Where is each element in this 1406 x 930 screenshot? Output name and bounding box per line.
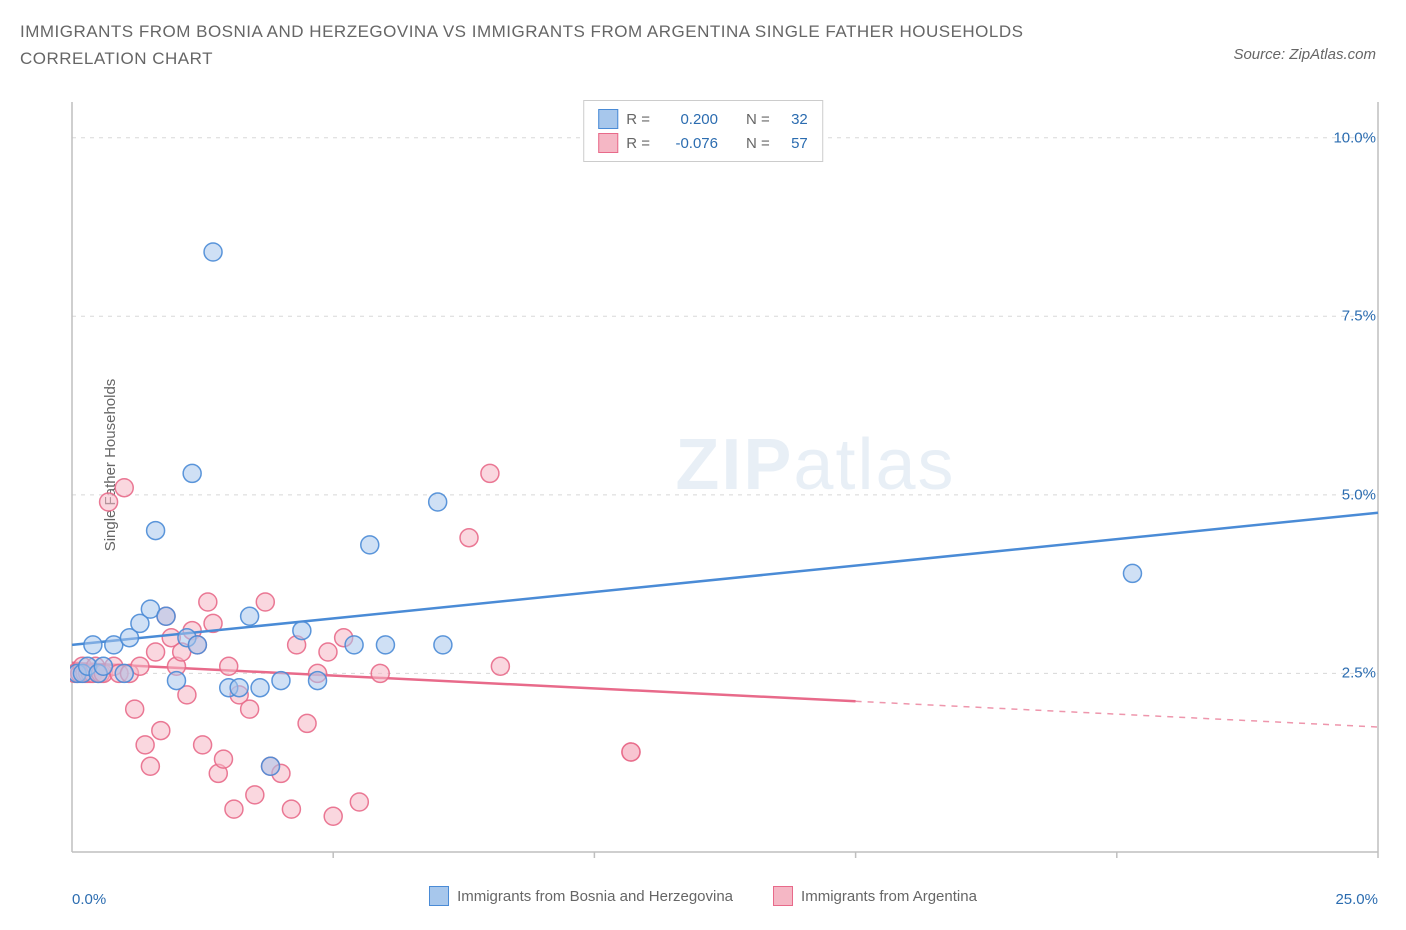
r-label: R = [626,135,650,152]
source-citation: Source: ZipAtlas.com [1233,46,1376,63]
series-legend: Immigrants from Bosnia and Herzegovina I… [0,886,1406,906]
chart-container: IMMIGRANTS FROM BOSNIA AND HERZEGOVINA V… [0,0,1406,930]
swatch-argentina [773,886,793,906]
r-value-bosnia: 0.200 [658,111,718,128]
y-tick-label: 10.0% [1333,129,1376,146]
swatch-bosnia [598,109,618,129]
y-tick-label: 5.0% [1342,486,1376,503]
stats-row-argentina: R = -0.076 N = 57 [598,131,808,155]
scatter-plot [70,100,1380,860]
n-label: N = [746,135,770,152]
y-tick-label: 2.5% [1342,665,1376,682]
stats-row-bosnia: R = 0.200 N = 32 [598,107,808,131]
stats-legend: R = 0.200 N = 32 R = -0.076 N = 57 [583,100,823,162]
n-value-argentina: 57 [778,135,808,152]
chart-title: IMMIGRANTS FROM BOSNIA AND HERZEGOVINA V… [20,18,1146,72]
swatch-bosnia [429,886,449,906]
series-name-bosnia: Immigrants from Bosnia and Herzegovina [457,888,733,905]
series-name-argentina: Immigrants from Argentina [801,888,977,905]
n-label: N = [746,111,770,128]
y-tick-label: 7.5% [1342,308,1376,325]
legend-item-argentina: Immigrants from Argentina [773,886,977,906]
legend-item-bosnia: Immigrants from Bosnia and Herzegovina [429,886,733,906]
r-value-argentina: -0.076 [658,135,718,152]
n-value-bosnia: 32 [778,111,808,128]
r-label: R = [626,111,650,128]
swatch-argentina [598,133,618,153]
